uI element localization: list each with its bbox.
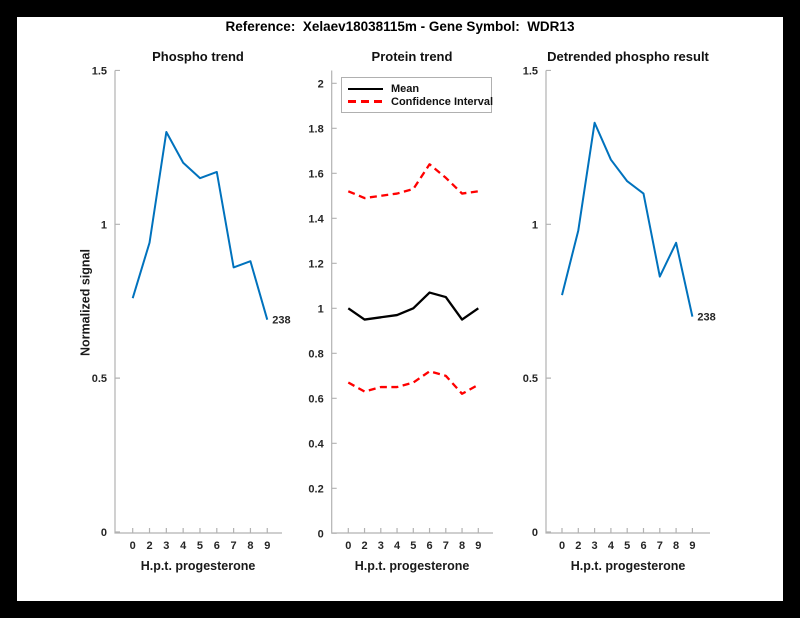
subplot-title-detrended-phospho-result: Detrended phospho result xyxy=(547,49,709,64)
x-tick-label: 2 xyxy=(575,540,581,552)
x-tick-label: 4 xyxy=(394,540,401,552)
x-axis-label-protein: H.p.t. progesterone xyxy=(354,559,470,573)
series-detrended-phospho-signal xyxy=(561,121,694,317)
x-tick-label: 3 xyxy=(163,540,169,552)
x-tick-label: 9 xyxy=(264,540,270,552)
x-tick-label: 4 xyxy=(180,540,187,552)
series-confidence-interval-upper xyxy=(347,163,479,200)
y-tick-label: 0.5 xyxy=(523,373,538,385)
x-tick-label: 8 xyxy=(459,540,465,552)
plot-panel xyxy=(17,17,783,601)
series-end-label: 238 xyxy=(697,312,715,324)
x-tick-label: 9 xyxy=(689,540,695,552)
y-tick-label: 0 xyxy=(101,527,107,539)
x-tick-label: 9 xyxy=(475,540,481,552)
axes xyxy=(545,69,710,534)
x-tick-label: 5 xyxy=(197,540,203,552)
legend-row-mean: Mean xyxy=(348,82,491,95)
y-tick-label: 1.5 xyxy=(92,65,107,77)
x-tick-label: 0 xyxy=(345,540,351,552)
y-tick-label: 0.4 xyxy=(308,438,324,450)
x-tick-label: 6 xyxy=(640,540,646,552)
y-tick-label: 1.2 xyxy=(308,258,323,270)
figure-title: Reference: Xelaev18038115m - Gene Symbol… xyxy=(225,19,575,34)
x-axis-label-detrended: H.p.t. progesterone xyxy=(570,559,686,573)
confidence-interval-line-sample-icon xyxy=(348,100,383,103)
series-mean xyxy=(347,291,479,321)
legend-label-mean: Mean xyxy=(391,82,420,95)
series-confidence-interval-lower xyxy=(347,370,479,395)
x-tick-label: 0 xyxy=(559,540,565,552)
x-tick-label: 7 xyxy=(443,540,449,552)
y-tick-label: 0.6 xyxy=(308,393,323,405)
x-tick-label: 3 xyxy=(592,540,598,552)
x-tick-label: 8 xyxy=(673,540,679,552)
x-tick-label: 8 xyxy=(247,540,253,552)
y-tick-label: 2 xyxy=(318,78,324,90)
x-tick-label: 2 xyxy=(146,540,152,552)
axes xyxy=(114,69,282,534)
legend: Mean Confidence Interval xyxy=(341,77,494,113)
x-tick-label: 6 xyxy=(426,540,432,552)
x-tick-label: 7 xyxy=(657,540,663,552)
axes xyxy=(331,70,493,534)
y-tick-label: 0.8 xyxy=(308,348,323,360)
x-tick-label: 5 xyxy=(624,540,630,552)
y-tick-label: 0.2 xyxy=(308,483,323,495)
y-tick-label: 0 xyxy=(318,528,324,540)
y-tick-label: 1.8 xyxy=(308,123,323,135)
y-tick-label: 1.4 xyxy=(308,213,324,225)
subplot-title-protein-trend: Protein trend xyxy=(371,49,453,64)
y-tick-label: 1.5 xyxy=(523,65,538,77)
y-tick-label: 0 xyxy=(532,527,538,539)
x-tick-label: 0 xyxy=(130,540,136,552)
y-tick-label: 1.6 xyxy=(308,168,323,180)
subplot-title-phospho-trend: Phospho trend xyxy=(152,49,244,64)
x-tick-label: 5 xyxy=(410,540,416,552)
x-tick-label: 4 xyxy=(608,540,615,552)
x-axis-label-phospho: H.p.t. progesterone xyxy=(140,559,256,573)
y-tick-label: 1 xyxy=(318,303,324,315)
x-tick-label: 3 xyxy=(378,540,384,552)
y-tick-label: 1 xyxy=(101,219,107,231)
x-tick-label: 7 xyxy=(231,540,237,552)
subplot-protein-trend: 00.20.40.60.811.21.41.61.820 2 3 4 5 6 7 8 9 xyxy=(308,70,493,552)
series-phospho-signal xyxy=(131,130,269,320)
y-tick-label: 1 xyxy=(532,219,538,231)
legend-row-confidence-interval: Confidence Interval xyxy=(348,95,494,108)
legend-label-confidence-interval: Confidence Interval xyxy=(391,95,494,108)
y-tick-label: 0.5 xyxy=(92,373,107,385)
x-tick-label: 2 xyxy=(361,540,367,552)
x-tick-label: 6 xyxy=(214,540,220,552)
series-end-label: 238 xyxy=(272,315,290,327)
mean-line-sample-icon xyxy=(348,87,383,90)
